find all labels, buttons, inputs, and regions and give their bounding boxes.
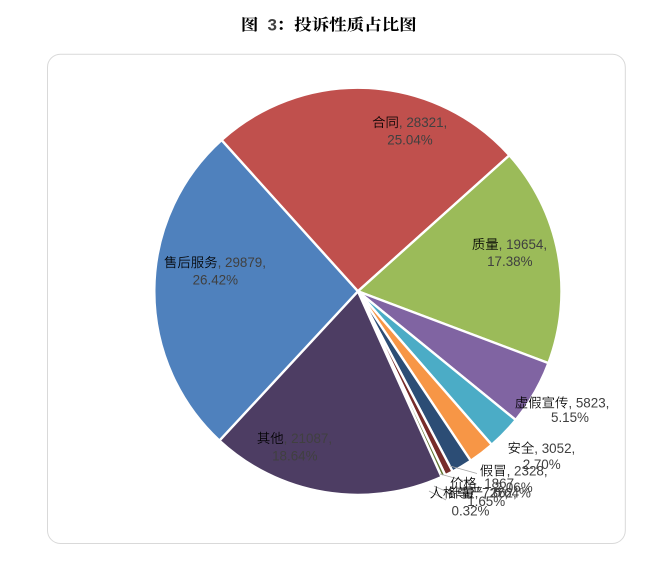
svg-text:25.04%: 25.04% [387,132,433,147]
svg-text:2.06%: 2.06% [495,480,533,495]
svg-text:, 727,: , 727, [475,486,509,501]
svg-text:26.42%: 26.42% [193,272,239,287]
svg-text:1.65%: 1.65% [467,494,505,509]
svg-text:, 19654,: , 19654, [499,237,547,252]
svg-text:5.15%: 5.15% [551,410,589,425]
svg-text:18.64%: 18.64% [272,449,318,464]
svg-text:, 21087,: , 21087, [284,431,332,446]
svg-text:0.64%: 0.64% [493,486,531,501]
svg-text:2.70%: 2.70% [523,457,561,472]
svg-text:17.38%: 17.38% [487,254,533,269]
svg-text:, 1867,: , 1867, [477,476,518,491]
svg-text:, 2328,: , 2328, [507,463,548,478]
svg-text:, 28321,: , 28321, [399,115,447,130]
svg-text:0.32%: 0.32% [452,504,490,519]
svg-text:, 29879,: , 29879, [218,255,266,270]
svg-text:, 362,: , 362, [483,486,517,501]
svg-text:, 5823,: , 5823, [568,396,609,411]
svg-text:, 3052,: , 3052, [534,441,575,456]
svg-text:3: 3 [268,15,277,34]
